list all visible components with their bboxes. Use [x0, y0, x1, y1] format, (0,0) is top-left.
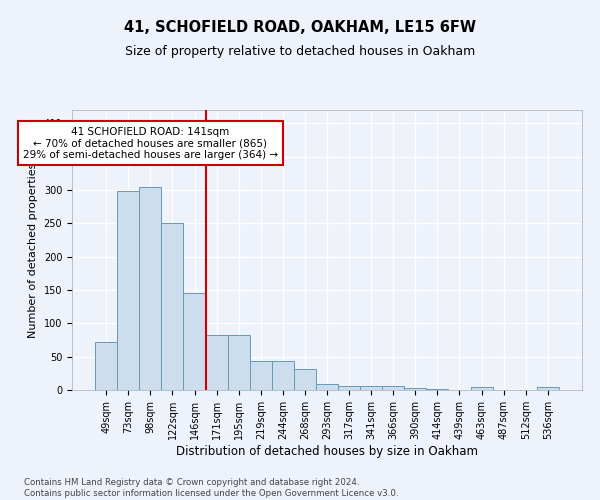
Bar — [227, 334, 250, 390]
Bar — [537, 388, 559, 390]
Bar — [184, 294, 206, 390]
Bar — [117, 190, 139, 390]
Bar — [316, 384, 338, 390]
Bar — [382, 386, 404, 390]
Text: 41 SCHOFIELD ROAD: 141sqm
← 70% of detached houses are smaller (865)
29% of semi: 41 SCHOFIELD ROAD: 141sqm ← 70% of detac… — [23, 126, 278, 160]
Bar — [250, 360, 272, 390]
Bar — [294, 368, 316, 390]
Bar — [272, 360, 294, 390]
Bar — [470, 388, 493, 390]
Text: 41, SCHOFIELD ROAD, OAKHAM, LE15 6FW: 41, SCHOFIELD ROAD, OAKHAM, LE15 6FW — [124, 20, 476, 35]
Bar — [161, 224, 184, 390]
Bar — [404, 388, 427, 390]
Bar — [338, 386, 360, 390]
Bar — [360, 386, 382, 390]
Text: Size of property relative to detached houses in Oakham: Size of property relative to detached ho… — [125, 45, 475, 58]
Text: Contains HM Land Registry data © Crown copyright and database right 2024.
Contai: Contains HM Land Registry data © Crown c… — [24, 478, 398, 498]
Bar — [95, 342, 117, 390]
Bar — [139, 188, 161, 390]
X-axis label: Distribution of detached houses by size in Oakham: Distribution of detached houses by size … — [176, 444, 478, 458]
Bar — [206, 334, 227, 390]
Y-axis label: Number of detached properties: Number of detached properties — [28, 162, 38, 338]
